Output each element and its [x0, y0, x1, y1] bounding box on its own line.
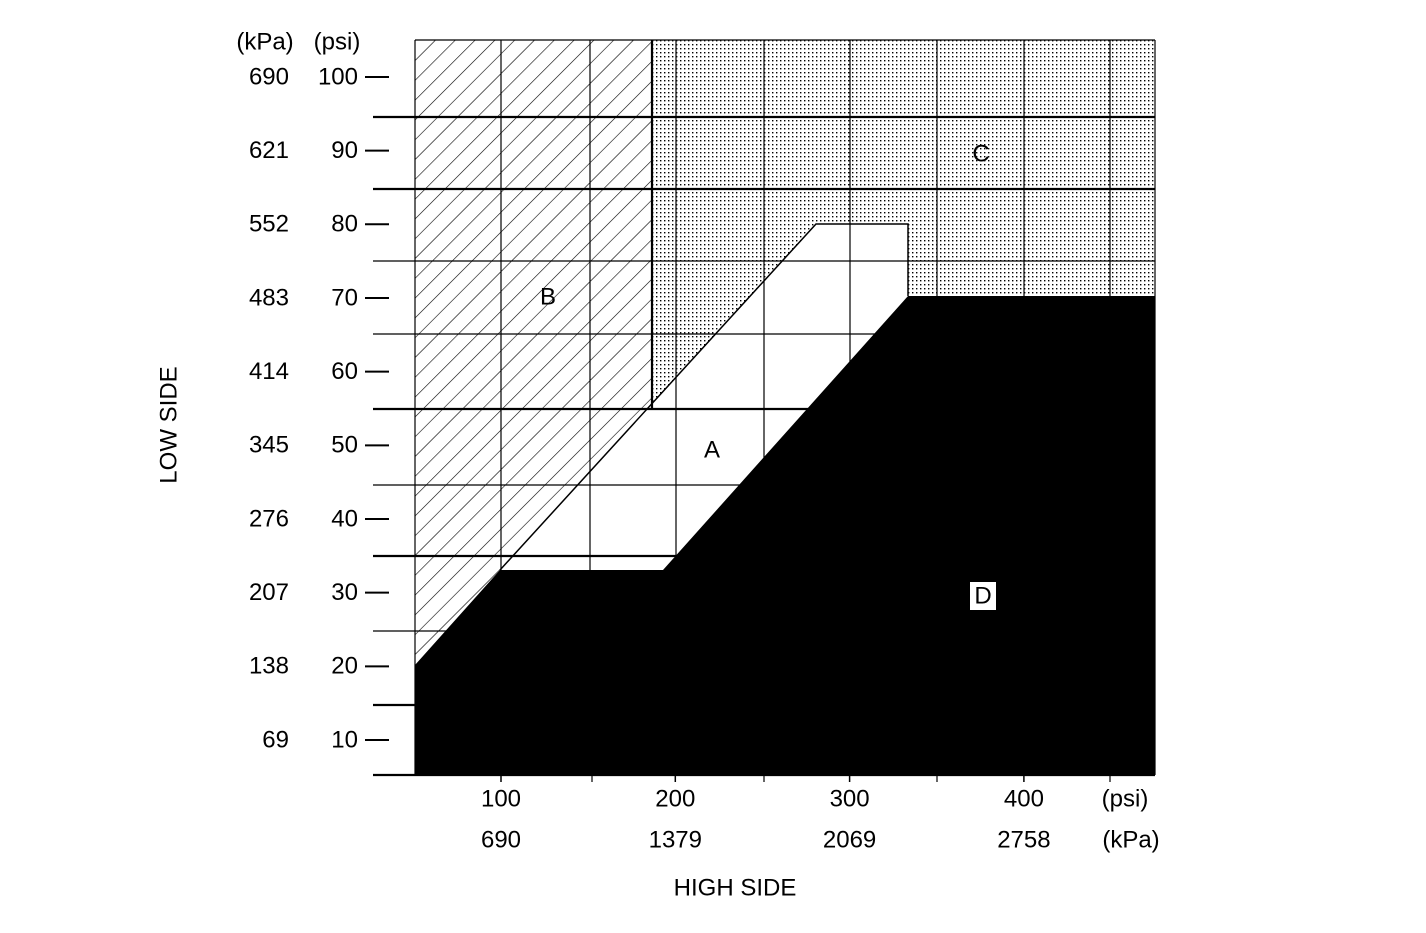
- y-tick-label: 138: [249, 653, 289, 680]
- x-tick-label: 200: [655, 785, 695, 812]
- x-tick-label: 2758: [997, 826, 1050, 853]
- x-tick-label: 300: [830, 785, 870, 812]
- region-a: [500, 224, 908, 570]
- y-tick-label: 60: [331, 358, 358, 385]
- region-label: C: [972, 140, 989, 167]
- y-tick-label: 40: [331, 505, 358, 532]
- region-a-boundary: [499, 223, 909, 571]
- y-tick-label: 69: [262, 726, 289, 753]
- y-tick-label: 70: [331, 284, 358, 311]
- y-tick-label: 80: [331, 211, 358, 238]
- region-d: [415, 296, 1155, 775]
- y-tick-label: 483: [249, 284, 289, 311]
- x-tick-label: 1379: [649, 826, 702, 853]
- unit-label: (kPa): [1102, 826, 1159, 853]
- y-tick-label: 414: [249, 358, 289, 385]
- axis-title: LOW SIDE: [155, 366, 182, 483]
- y-tick-label: 345: [249, 432, 289, 459]
- x-tick-label: 100: [481, 785, 521, 812]
- x-tick-label: 400: [1004, 785, 1044, 812]
- y-tick-label: 50: [331, 432, 358, 459]
- unit-label: (psi): [1102, 785, 1149, 812]
- region-d-label-bg: [970, 582, 996, 610]
- y-tick-label: 10: [331, 726, 358, 753]
- y-tick-label: 276: [249, 505, 289, 532]
- y-tick-label: 90: [331, 137, 358, 164]
- region-label: D: [974, 582, 991, 609]
- x-tick-label: 690: [481, 826, 521, 853]
- y-tick-label: 690: [249, 63, 289, 90]
- unit-label: (kPa): [236, 28, 293, 55]
- axis-title: HIGH SIDE: [674, 874, 797, 901]
- y-tick-label: 621: [249, 137, 289, 164]
- unit-label: (psi): [314, 28, 361, 55]
- y-tick-label: 100: [318, 63, 358, 90]
- y-tick-label: 30: [331, 579, 358, 606]
- region-label: A: [704, 436, 720, 463]
- y-tick-label: 207: [249, 579, 289, 606]
- region-b: [415, 40, 652, 665]
- y-tick-label: 20: [331, 653, 358, 680]
- y-tick-label: 552: [249, 211, 289, 238]
- x-tick-label: 2069: [823, 826, 876, 853]
- region-label: B: [540, 283, 556, 310]
